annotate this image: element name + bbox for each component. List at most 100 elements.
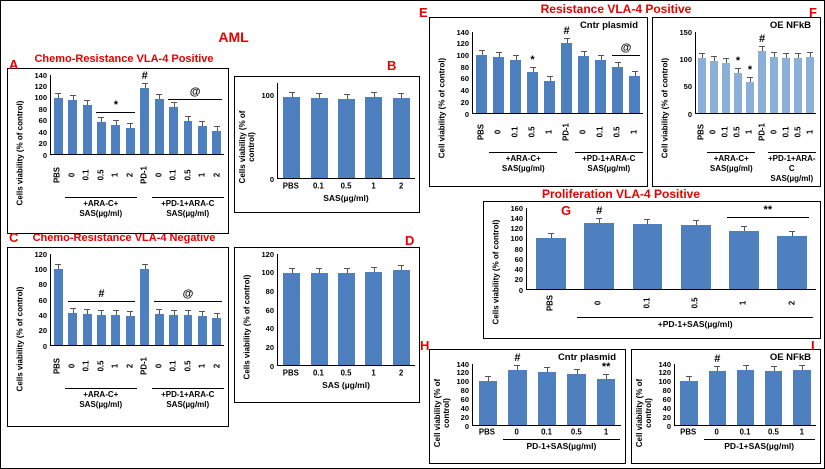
error-bar	[798, 365, 805, 371]
y-tick-label: 80	[662, 385, 671, 395]
error-bar	[199, 311, 206, 317]
error-bar	[156, 308, 163, 314]
y-axis-title: Cell viability (% of control)	[659, 57, 669, 159]
bar-slot	[473, 32, 490, 113]
error-bar	[84, 99, 91, 105]
heading-resistance-positive: Resistance VLA-4 Positive	[540, 2, 692, 16]
bar	[338, 267, 355, 365]
bar-slot	[768, 32, 780, 113]
bar	[338, 93, 355, 178]
bar	[595, 55, 606, 113]
y-tick-label: 40	[460, 85, 469, 95]
axis-group-label: +PD-1+ARA-C SAS(µg/ml)	[151, 197, 224, 219]
x-axis: PBS 0 0.1 0.5 1 2	[526, 290, 816, 316]
error-bar	[788, 230, 795, 236]
y-axis: 0 20 40 60 80 100 120 140	[451, 360, 472, 429]
bar-slot	[210, 75, 224, 154]
bar	[612, 62, 623, 113]
y-tick-label: 0	[666, 421, 671, 431]
y-tick-label: 80	[460, 62, 469, 72]
significance-marker: *	[747, 64, 753, 77]
bar-slot	[94, 75, 108, 154]
bar	[197, 311, 207, 345]
error-bar	[98, 309, 105, 315]
bar-slot	[720, 208, 768, 289]
bar: #	[584, 205, 615, 289]
plot-area: # **	[526, 205, 816, 290]
x-tick-label: 2	[399, 368, 404, 377]
bar	[770, 51, 778, 113]
bar-slot	[278, 83, 305, 178]
y-tick-label: 50	[683, 81, 692, 91]
x-axis: PBS 0.1 0.5 1 2	[277, 366, 415, 379]
panel-d: Cells viability (% of control) 0 20 40 60 80…	[234, 247, 420, 403]
error-bar	[529, 66, 536, 72]
y-tick-label: 120	[658, 368, 671, 378]
bar	[476, 50, 487, 113]
bar-slot	[541, 32, 558, 113]
bar-slot: *	[732, 32, 744, 113]
x-tick-label: 1	[738, 300, 748, 306]
panel-label-c: C	[9, 230, 19, 245]
bar: #	[708, 353, 727, 425]
bar	[111, 119, 121, 154]
bar-slot	[731, 364, 759, 425]
significance-marker: @	[620, 42, 632, 55]
bar	[478, 376, 497, 425]
panel-b: Cells viability (% of control) 0 100 PBS 0…	[234, 76, 420, 213]
axis-group-label: +ARA-C+ SAS(µg/ml)	[64, 388, 137, 410]
error-bar	[543, 366, 550, 372]
significance-marker: #	[98, 287, 105, 300]
significance-marker: #	[141, 69, 148, 82]
error-bar	[185, 310, 191, 316]
x-axis: PBS 0.1 0.5 1 2	[277, 179, 415, 192]
bar-slot: #	[703, 353, 731, 425]
figure-title: AML	[218, 29, 249, 45]
bar	[169, 309, 179, 345]
bar: #	[140, 70, 150, 154]
error-bar	[714, 365, 721, 371]
y-axis-title: Cell viability (% of control)	[432, 378, 451, 447]
x-tick-label: 0	[714, 427, 719, 437]
bar: **	[597, 361, 616, 425]
error-bar	[795, 52, 801, 58]
x-axis-label: SAS(µg/ml)	[323, 193, 369, 203]
error-bar	[580, 50, 587, 56]
significance-marker: *	[735, 54, 741, 67]
error-bar	[84, 308, 91, 314]
bar-slot	[473, 364, 503, 425]
y-tick-label: 0	[464, 109, 469, 119]
bar	[629, 70, 640, 113]
y-tick-label: 120	[34, 249, 47, 259]
y-axis: 0 20 40 60 80 100 120	[256, 250, 277, 369]
panel-label-d: D	[405, 233, 415, 248]
x-axis: PBS 0 0.1 0.5 1 PD-1 0 0.1 0.5 1	[695, 114, 816, 150]
x-tick-label: 0.1	[312, 368, 324, 377]
bar-slot: #	[503, 353, 533, 425]
error-bar	[597, 55, 604, 61]
significance-marker: #	[714, 352, 721, 365]
bar	[710, 55, 718, 113]
bar-slot: *	[744, 32, 756, 113]
x-tick-label: 2	[399, 181, 404, 190]
plot-area: #	[674, 353, 816, 426]
y-axis-title: Cell viability (% of control)	[436, 57, 446, 159]
significance-marker: @	[189, 85, 201, 98]
y-tick-label: 60	[662, 394, 671, 404]
x-axis: PBS 0 0.1 0.5 1 2 PD-1 0 0.1 0.5 1 2	[50, 155, 224, 195]
error-bar	[288, 267, 295, 273]
bar-slot	[490, 32, 507, 113]
error-bar	[55, 92, 62, 98]
bar-slot	[80, 254, 94, 345]
error-bar	[127, 311, 134, 317]
bar: *	[746, 65, 754, 113]
bar-slot	[65, 75, 79, 154]
error-bar	[771, 51, 777, 57]
y-axis: 0 20 40 60 80 100 120 140	[653, 360, 674, 429]
bar-slot: #	[138, 70, 152, 154]
bar	[183, 310, 193, 345]
error-bar	[156, 94, 163, 100]
bar	[183, 116, 193, 154]
y-tick-label: 100	[261, 267, 274, 277]
x-tick-label: 0.5	[96, 169, 106, 181]
